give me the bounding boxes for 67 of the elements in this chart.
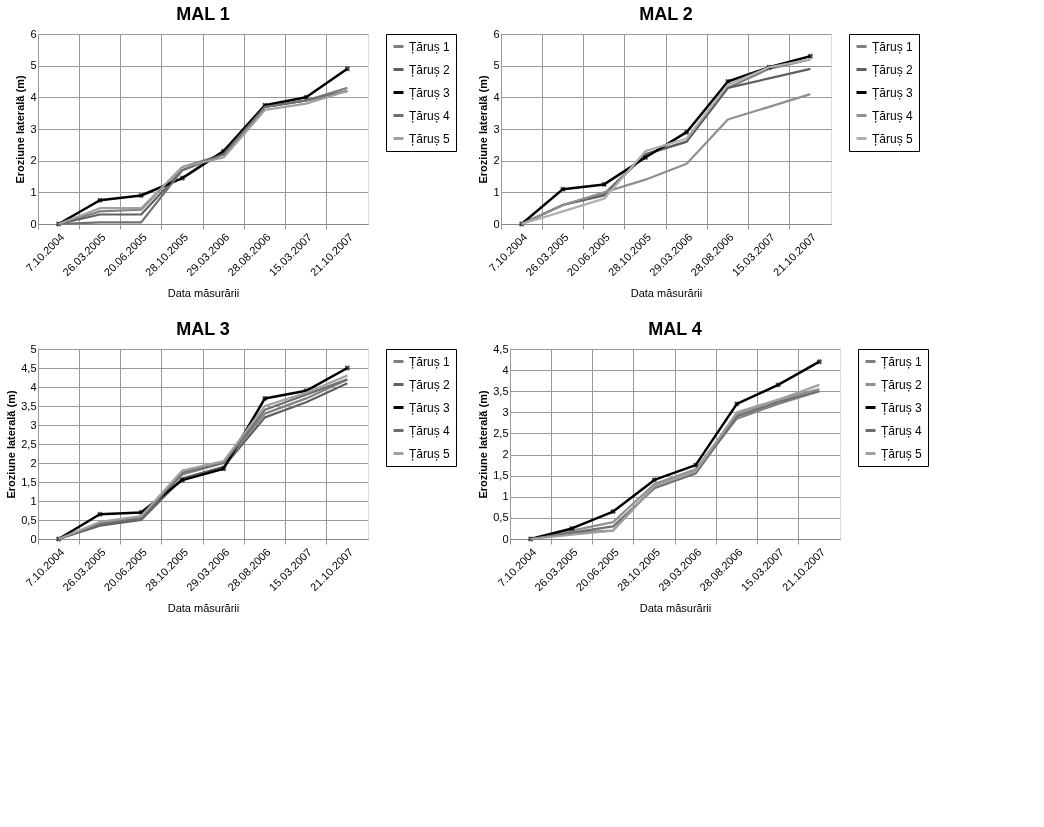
y-axis-title: Eroziune laterală (m) — [5, 390, 18, 499]
legend-label: Țăruș 1 — [409, 354, 451, 369]
y-tick-label: 2 — [30, 154, 37, 167]
legend-label: Țăruș 5 — [881, 446, 923, 461]
legend-label: Țăruș 2 — [409, 377, 451, 392]
legend-label: Țăruș 4 — [881, 423, 923, 438]
y-tick-label: 3,5 — [21, 399, 37, 412]
y-tick-label: 1 — [502, 490, 509, 503]
y-tick-label: 4,5 — [493, 342, 509, 355]
y-tick-label: 6 — [30, 27, 37, 40]
y-tick-label: 4 — [30, 380, 37, 393]
chart-title: MAL 1 — [176, 4, 230, 24]
y-tick-label: 4 — [30, 90, 37, 103]
chart-title: MAL 4 — [648, 319, 702, 339]
y-tick-label: 2,5 — [21, 437, 37, 450]
legend-label: Țăruș 3 — [409, 85, 451, 100]
legend-label: Țăruș 3 — [872, 85, 914, 100]
legend-label: Țăruș 3 — [881, 400, 923, 415]
y-tick-label: 4,5 — [21, 361, 37, 374]
y-tick-label: 4 — [493, 90, 500, 103]
y-tick-label: 4 — [502, 363, 509, 376]
y-tick-label: 2 — [502, 448, 509, 461]
legend-label: Țăruș 4 — [872, 108, 914, 123]
y-tick-label: 1 — [493, 185, 500, 198]
y-tick-label: 5 — [493, 59, 500, 72]
y-tick-label: 0,5 — [21, 513, 37, 526]
y-tick-label: 0 — [493, 217, 500, 230]
y-tick-label: 3 — [30, 122, 37, 135]
y-tick-label: 0 — [502, 532, 509, 545]
legend-label: Țăruș 1 — [881, 354, 923, 369]
legend-label: Țăruș 2 — [409, 62, 451, 77]
y-tick-label: 3 — [30, 418, 37, 431]
x-axis-title: Data măsurării — [167, 602, 240, 615]
y-axis-title: Eroziune laterală (m) — [477, 390, 490, 499]
legend-label: Țăruș 5 — [409, 131, 451, 146]
y-tick-label: 5 — [30, 342, 37, 355]
y-tick-label: 6 — [493, 27, 500, 40]
y-tick-label: 1,5 — [21, 475, 37, 488]
y-tick-label: 1 — [30, 185, 37, 198]
y-tick-label: 1 — [30, 494, 37, 507]
y-axis-title: Eroziune laterală (m) — [477, 75, 490, 184]
x-axis-title: Data măsurării — [639, 602, 712, 615]
y-tick-label: 2 — [493, 154, 500, 167]
y-axis-title: Eroziune laterală (m) — [14, 75, 27, 184]
y-tick-label: 1,5 — [493, 469, 509, 482]
x-axis-title: Data măsurării — [630, 287, 703, 300]
legend-label: Țăruș 5 — [409, 446, 451, 461]
y-tick-label: 0,5 — [493, 511, 509, 524]
legend-label: Țăruș 1 — [872, 39, 914, 54]
chart-title: MAL 2 — [639, 4, 693, 24]
legend-label: Țăruș 4 — [409, 423, 451, 438]
legend-label: Țăruș 5 — [872, 131, 914, 146]
y-tick-label: 3 — [493, 122, 500, 135]
legend-label: Țăruș 2 — [881, 377, 923, 392]
y-tick-label: 0 — [30, 217, 37, 230]
y-tick-label: 5 — [30, 59, 37, 72]
y-tick-label: 3,5 — [493, 384, 509, 397]
legend-label: Țăruș 1 — [409, 39, 451, 54]
y-tick-label: 2 — [30, 456, 37, 469]
chart-title: MAL 3 — [176, 319, 230, 339]
legend-label: Țăruș 2 — [872, 62, 914, 77]
legend-label: Țăruș 4 — [409, 108, 451, 123]
y-tick-label: 2,5 — [493, 426, 509, 439]
y-tick-label: 3 — [502, 405, 509, 418]
x-axis-title: Data măsurării — [167, 287, 240, 300]
legend-label: Țăruș 3 — [409, 400, 451, 415]
y-tick-label: 0 — [30, 532, 37, 545]
